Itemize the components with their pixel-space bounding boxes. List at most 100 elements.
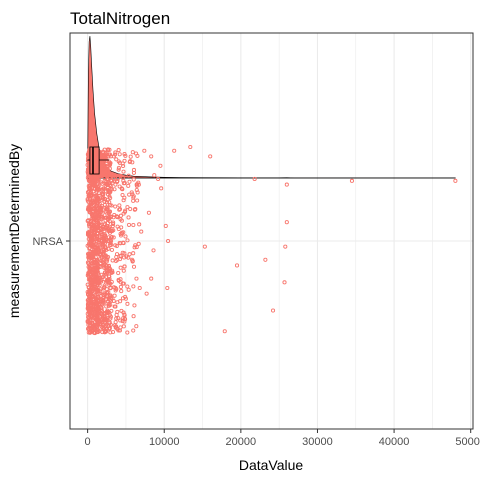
data-point: [121, 163, 126, 169]
data-point: [86, 178, 91, 183]
data-point: [91, 222, 96, 227]
data-point: [95, 230, 100, 236]
x-axis-label: DataValue: [239, 457, 304, 473]
data-point: [87, 268, 92, 273]
data-point: [118, 241, 123, 246]
grid: [70, 33, 473, 429]
data-point: [96, 277, 101, 282]
data-point: [100, 330, 105, 335]
data-point-outlier: [234, 263, 240, 268]
data-point: [125, 301, 130, 306]
data-point: [89, 329, 94, 334]
data-point: [104, 259, 109, 264]
data-point: [126, 222, 132, 227]
data-point: [109, 270, 114, 276]
data-point: [119, 186, 124, 191]
data-point: [108, 314, 113, 319]
data-point: [110, 224, 115, 229]
data-point: [126, 215, 131, 220]
data-point: [136, 241, 141, 246]
data-point: [118, 207, 123, 212]
data-point-outlier: [158, 163, 163, 168]
data-point: [101, 244, 106, 249]
data-point: [121, 169, 126, 174]
data-point: [131, 328, 136, 333]
data-point: [116, 167, 121, 172]
data-point: [92, 267, 97, 272]
data-point: [88, 190, 93, 195]
data-point: [103, 280, 108, 285]
data-point: [94, 239, 100, 244]
data-point: [85, 252, 91, 257]
data-point: [135, 198, 140, 203]
data-point-outlier: [146, 210, 151, 215]
data-point: [108, 214, 114, 219]
data-point: [122, 319, 127, 324]
data-point-outlier: [151, 248, 156, 253]
data-point: [104, 189, 109, 194]
data-point: [95, 186, 100, 191]
data-point: [100, 260, 106, 265]
data-point: [86, 222, 92, 227]
data-point: [99, 272, 104, 277]
data-point: [118, 280, 123, 285]
data-point: [131, 284, 136, 289]
data-point-outlier: [159, 186, 164, 191]
data-point: [132, 245, 137, 250]
data-point: [102, 238, 107, 243]
data-point: [122, 313, 127, 318]
data-point: [131, 177, 136, 182]
data-point: [91, 200, 96, 205]
data-point: [92, 183, 97, 188]
data-point: [135, 153, 140, 158]
data-point: [94, 197, 99, 202]
data-point: [107, 243, 112, 248]
x-tick-label: 40000: [379, 436, 410, 448]
data-point-outlier: [139, 229, 144, 234]
x-tick-label: 0: [85, 436, 91, 448]
data-point: [135, 190, 140, 195]
data-point: [129, 190, 134, 195]
x-tick-label: 20000: [226, 436, 257, 448]
density-layer: [87, 35, 456, 179]
data-point: [92, 291, 97, 296]
data-point: [100, 181, 105, 186]
data-point: [96, 163, 101, 168]
data-point: [96, 327, 101, 333]
data-point: [93, 245, 99, 250]
data-point: [132, 207, 137, 212]
data-point: [95, 257, 100, 263]
data-point: [114, 316, 119, 321]
data-point: [97, 193, 102, 198]
data-point: [131, 251, 136, 256]
data-point: [122, 152, 127, 157]
data-point: [116, 165, 121, 170]
data-point-outlier: [137, 285, 142, 291]
data-point: [107, 303, 112, 308]
data-point: [101, 292, 106, 297]
data-point: [93, 184, 98, 189]
data-point: [112, 152, 118, 157]
data-point: [104, 168, 109, 173]
data-point: [88, 231, 93, 236]
data-point: [126, 255, 131, 260]
data-point: [91, 198, 96, 203]
data-point: [89, 282, 94, 288]
data-point: [96, 322, 101, 327]
data-point: [88, 218, 94, 223]
data-point: [128, 154, 133, 159]
data-point: [96, 307, 101, 312]
data-point: [98, 235, 103, 240]
boxplot-layer: [87, 146, 110, 175]
data-point: [86, 297, 91, 302]
data-point-outlier: [349, 178, 355, 183]
data-point: [116, 328, 121, 333]
data-point: [100, 191, 105, 196]
data-point: [99, 297, 104, 302]
data-point: [86, 326, 91, 331]
points-layer: [85, 144, 458, 336]
data-point: [90, 307, 95, 312]
data-point: [88, 174, 93, 179]
data-point: [132, 303, 137, 308]
data-point: [88, 323, 93, 328]
